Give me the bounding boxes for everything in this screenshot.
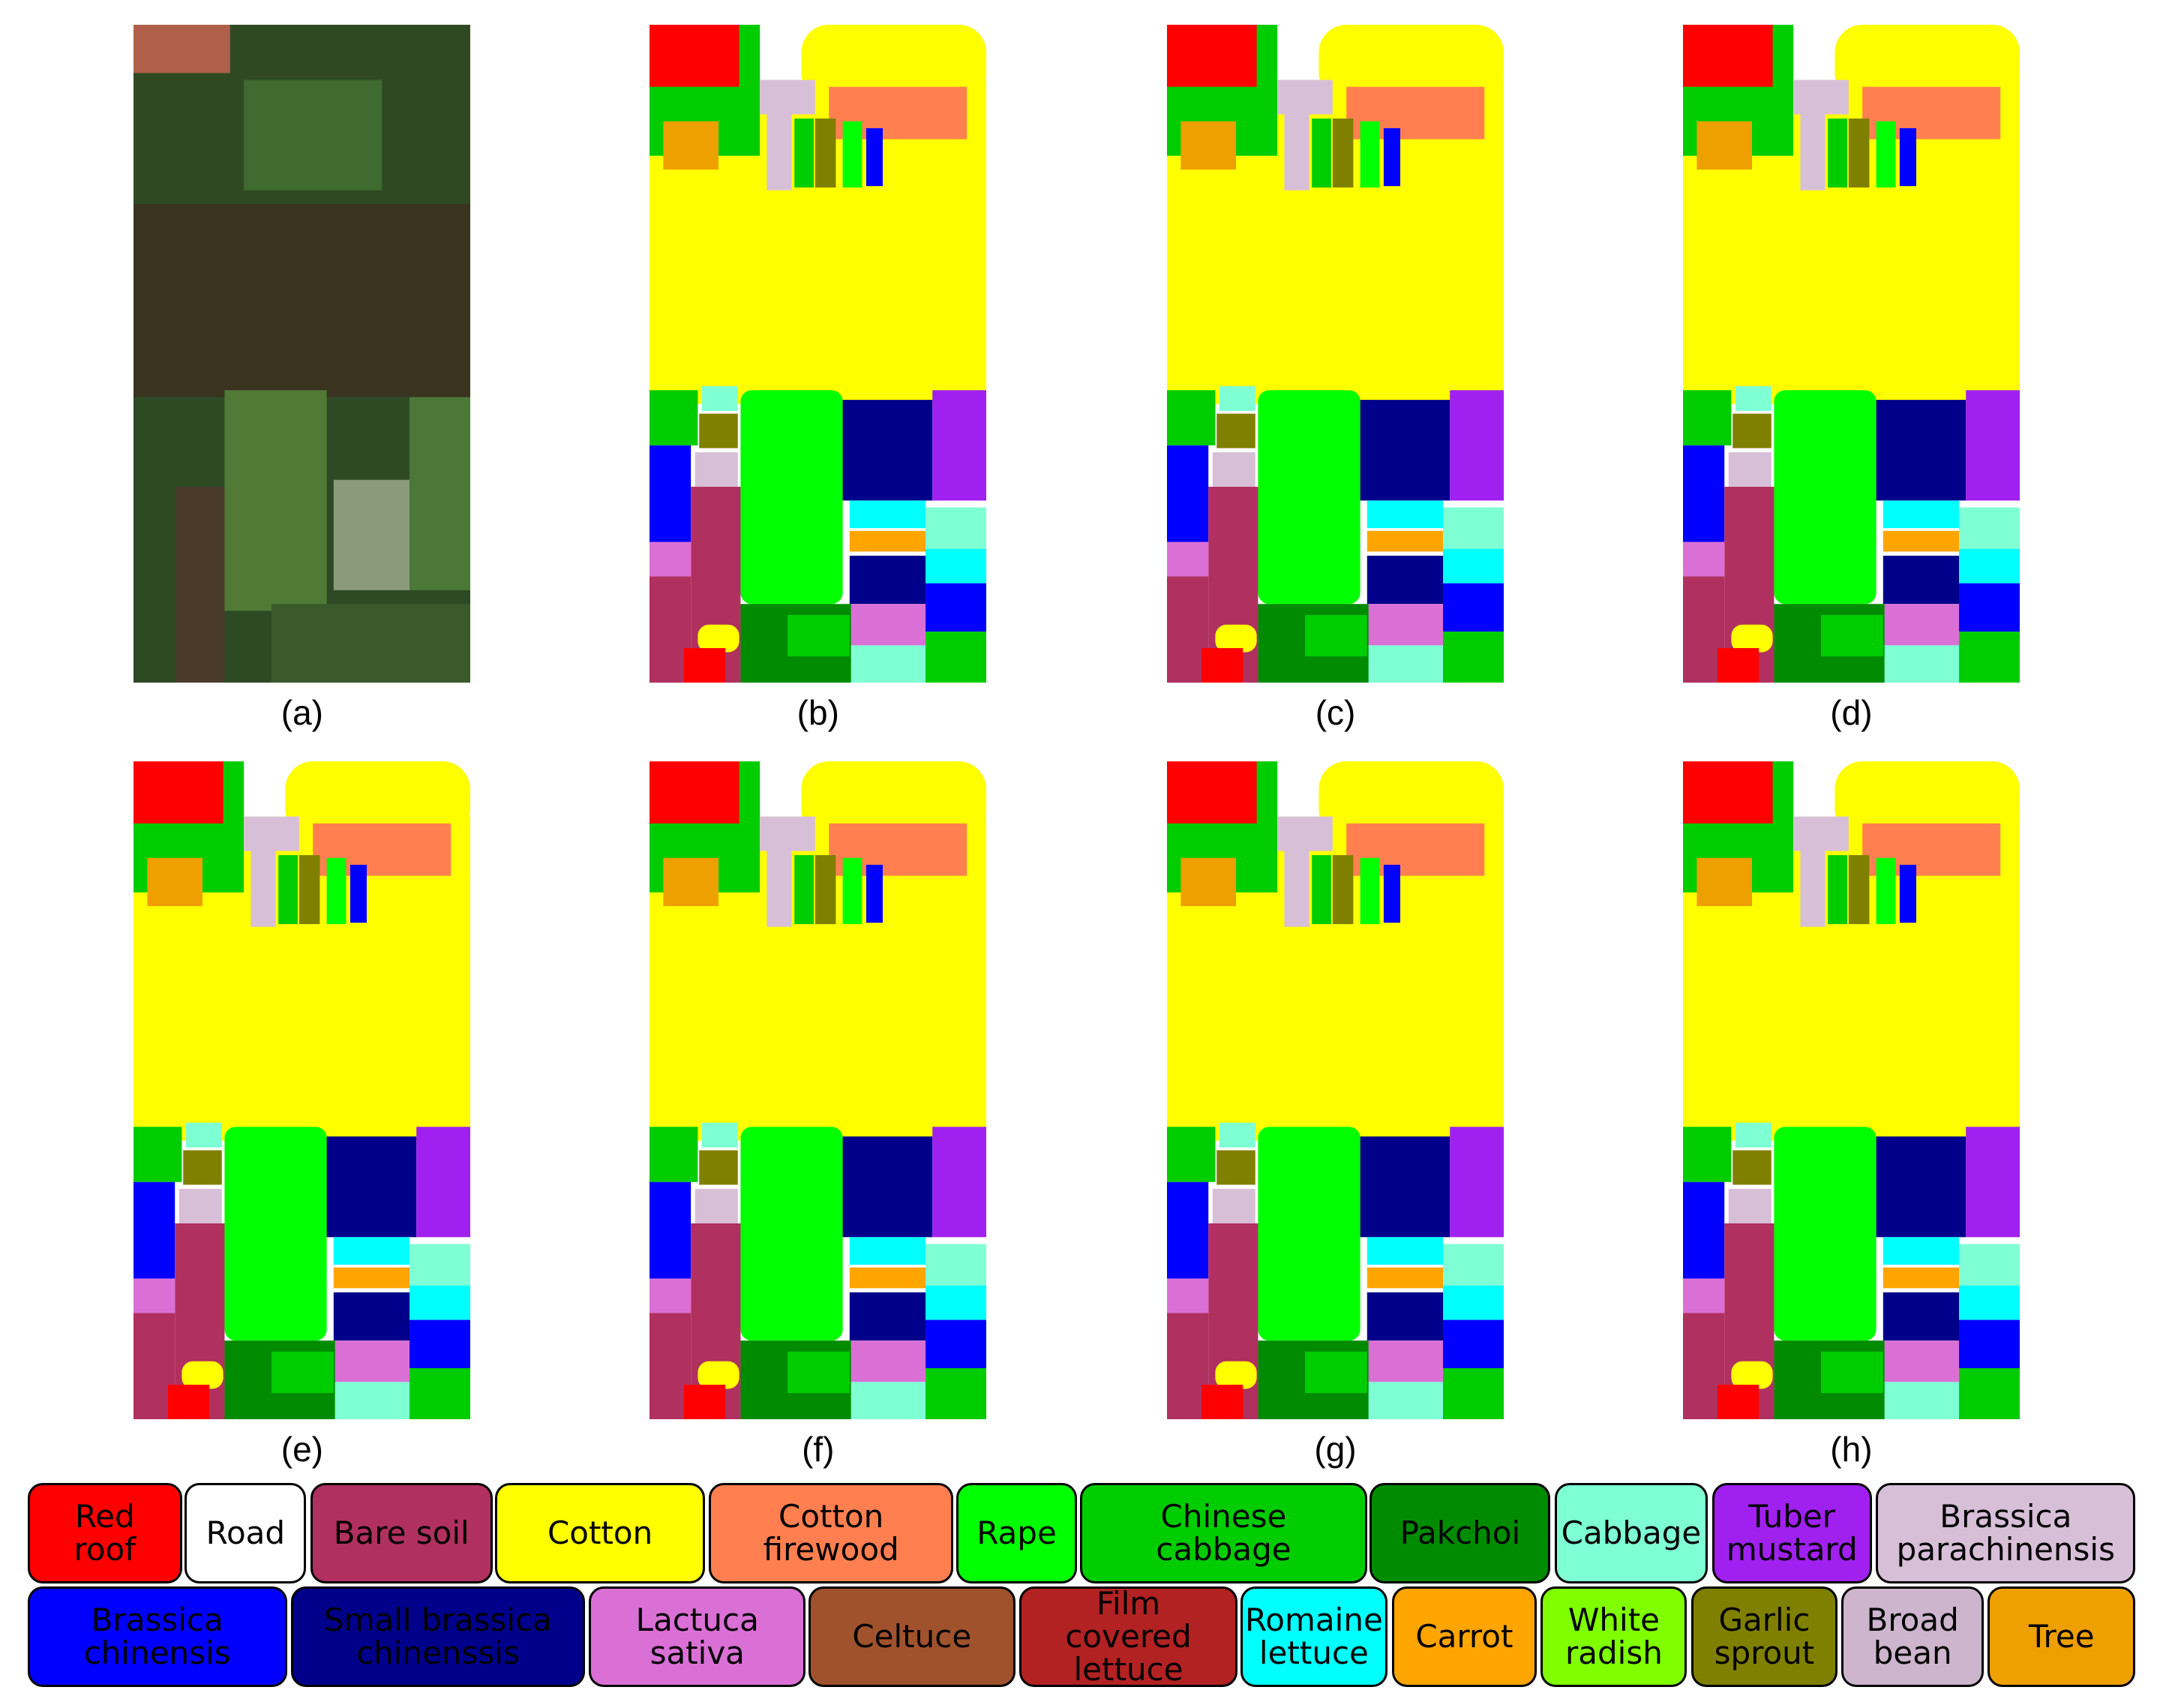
legend-entry: Lactuca sativa xyxy=(589,1586,806,1688)
legend-entry: Chinese cabbage xyxy=(1080,1483,1367,1584)
panel-caption: (c) xyxy=(1315,693,1356,733)
classification-map xyxy=(650,761,986,1419)
legend-entry: Carrot xyxy=(1391,1586,1537,1688)
classification-map xyxy=(1683,25,2020,683)
legend-entry: White radish xyxy=(1540,1586,1688,1688)
classification-map xyxy=(1683,761,2020,1419)
legend-entry: Pakchoi xyxy=(1370,1483,1551,1584)
legend-entry: Road xyxy=(184,1483,307,1584)
legend-entry: Celtuce xyxy=(808,1586,1016,1688)
legend-entry: Romaine lettuce xyxy=(1240,1586,1388,1688)
panel-caption: (e) xyxy=(280,1430,324,1469)
classification-map xyxy=(1167,25,1504,683)
legend-entry: Film covered lettuce xyxy=(1019,1586,1238,1688)
legend-entry: Tree xyxy=(1988,1586,2136,1688)
panel-caption: (g) xyxy=(1314,1430,1357,1469)
legend-entry: Cabbage xyxy=(1554,1483,1708,1584)
legend-entry: Bare soil xyxy=(310,1483,493,1584)
panel-caption: (b) xyxy=(796,693,839,733)
legend-entry: Garlic sprout xyxy=(1690,1586,1838,1688)
legend-entry: Small brassica chinenssis xyxy=(291,1586,585,1688)
panel-caption: (a) xyxy=(280,693,324,733)
legend-entry: Rape xyxy=(956,1483,1078,1584)
legend-entry: Brassica parachinensis xyxy=(1876,1483,2136,1584)
legend-entry: Tuber mustard xyxy=(1712,1483,1872,1584)
classification-map xyxy=(1167,761,1504,1419)
legend-entry: Brassica chinensis xyxy=(27,1586,287,1688)
ground-truth-map xyxy=(650,25,987,683)
legend-entry: Cotton xyxy=(495,1483,705,1584)
classification-map xyxy=(134,761,470,1419)
panel-caption: (h) xyxy=(1830,1430,1873,1469)
legend-entry: Broad bean xyxy=(1841,1586,1984,1688)
legend-entry: Red roof xyxy=(27,1483,182,1584)
panel-caption: (f) xyxy=(802,1430,835,1469)
legend-entry: Cotton firewood xyxy=(709,1483,953,1584)
rgb-image xyxy=(134,25,471,683)
panel-caption: (d) xyxy=(1830,693,1873,733)
